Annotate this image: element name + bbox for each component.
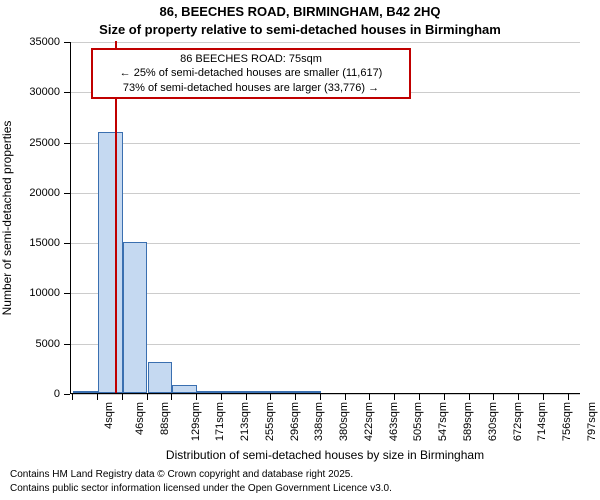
x-tick bbox=[122, 394, 123, 400]
x-tick bbox=[518, 394, 519, 400]
x-tick-label: 797sqm bbox=[586, 402, 598, 441]
x-tick-label: 255sqm bbox=[264, 402, 276, 441]
y-tick-label: 30000 bbox=[0, 86, 60, 98]
x-tick-label: 88sqm bbox=[159, 402, 171, 435]
x-tick bbox=[196, 394, 197, 400]
x-tick bbox=[171, 394, 172, 400]
x-tick-label: 672sqm bbox=[512, 402, 524, 441]
histogram-bar bbox=[98, 132, 123, 393]
y-tick bbox=[64, 394, 70, 395]
y-tick-label: 5000 bbox=[0, 338, 60, 350]
x-tick bbox=[72, 394, 73, 400]
x-tick bbox=[295, 394, 296, 400]
x-tick bbox=[320, 394, 321, 400]
x-tick-label: 463sqm bbox=[388, 402, 400, 441]
x-tick-label: 756sqm bbox=[561, 402, 573, 441]
x-tick-label: 296sqm bbox=[289, 402, 301, 441]
gridline bbox=[71, 42, 580, 43]
x-tick-label: 4sqm bbox=[103, 402, 115, 429]
histogram-bar bbox=[222, 391, 246, 393]
chart-title-address: 86, BEECHES ROAD, BIRMINGHAM, B42 2HQ bbox=[0, 4, 600, 19]
annotation-line1: 86 BEECHES ROAD: 75sqm bbox=[97, 52, 405, 66]
x-tick bbox=[543, 394, 544, 400]
histogram-bar bbox=[271, 391, 296, 393]
chart-title-desc: Size of property relative to semi-detach… bbox=[0, 22, 600, 37]
x-tick-label: 589sqm bbox=[462, 402, 474, 441]
histogram-bar bbox=[123, 242, 147, 393]
x-tick bbox=[444, 394, 445, 400]
x-tick-label: 171sqm bbox=[215, 402, 227, 441]
x-tick bbox=[345, 394, 346, 400]
x-tick bbox=[568, 394, 569, 400]
x-tick bbox=[369, 394, 370, 400]
x-tick-label: 380sqm bbox=[338, 402, 350, 441]
x-tick bbox=[147, 394, 148, 400]
gridline bbox=[71, 143, 580, 144]
x-tick-label: 46sqm bbox=[134, 402, 146, 435]
x-tick bbox=[394, 394, 395, 400]
y-tick bbox=[64, 243, 70, 244]
annotation-line2: ← 25% of semi-detached houses are smalle… bbox=[97, 66, 405, 80]
x-tick bbox=[493, 394, 494, 400]
x-tick bbox=[97, 394, 98, 400]
annotation-box: 86 BEECHES ROAD: 75sqm ← 25% of semi-det… bbox=[91, 48, 411, 99]
x-tick-label: 213sqm bbox=[239, 402, 251, 441]
x-tick-label: 630sqm bbox=[487, 402, 499, 441]
gridline bbox=[71, 193, 580, 194]
x-tick bbox=[221, 394, 222, 400]
footer-line1: Contains HM Land Registry data © Crown c… bbox=[10, 469, 353, 480]
x-tick-label: 338sqm bbox=[314, 402, 326, 441]
histogram-bar bbox=[172, 385, 197, 393]
x-tick bbox=[469, 394, 470, 400]
x-axis-label: Distribution of semi-detached houses by … bbox=[70, 448, 580, 462]
x-tick-label: 714sqm bbox=[537, 402, 549, 441]
x-tick bbox=[270, 394, 271, 400]
y-tick bbox=[64, 143, 70, 144]
x-tick-label: 547sqm bbox=[438, 402, 450, 441]
histogram-bar bbox=[296, 391, 321, 393]
y-tick-label: 35000 bbox=[0, 36, 60, 48]
y-tick bbox=[64, 42, 70, 43]
footer-line2: Contains public sector information licen… bbox=[10, 483, 392, 494]
y-tick-label: 0 bbox=[0, 388, 60, 400]
histogram-bar bbox=[73, 391, 98, 393]
plot-area: 86 BEECHES ROAD: 75sqm ← 25% of semi-det… bbox=[70, 42, 580, 394]
y-tick bbox=[64, 193, 70, 194]
annotation-line3: 73% of semi-detached houses are larger (… bbox=[97, 81, 405, 95]
x-tick bbox=[419, 394, 420, 400]
x-tick-label: 505sqm bbox=[413, 402, 425, 441]
x-tick-label: 129sqm bbox=[190, 402, 202, 441]
x-tick bbox=[246, 394, 247, 400]
histogram-bar bbox=[247, 391, 272, 393]
histogram-bar bbox=[197, 391, 222, 394]
chart-container: 86, BEECHES ROAD, BIRMINGHAM, B42 2HQ Si… bbox=[0, 0, 600, 500]
y-tick bbox=[64, 92, 70, 93]
y-axis-label: Number of semi-detached properties bbox=[0, 121, 14, 316]
y-tick bbox=[64, 293, 70, 294]
y-tick bbox=[64, 344, 70, 345]
histogram-bar bbox=[148, 362, 173, 393]
x-tick-label: 422sqm bbox=[363, 402, 375, 441]
